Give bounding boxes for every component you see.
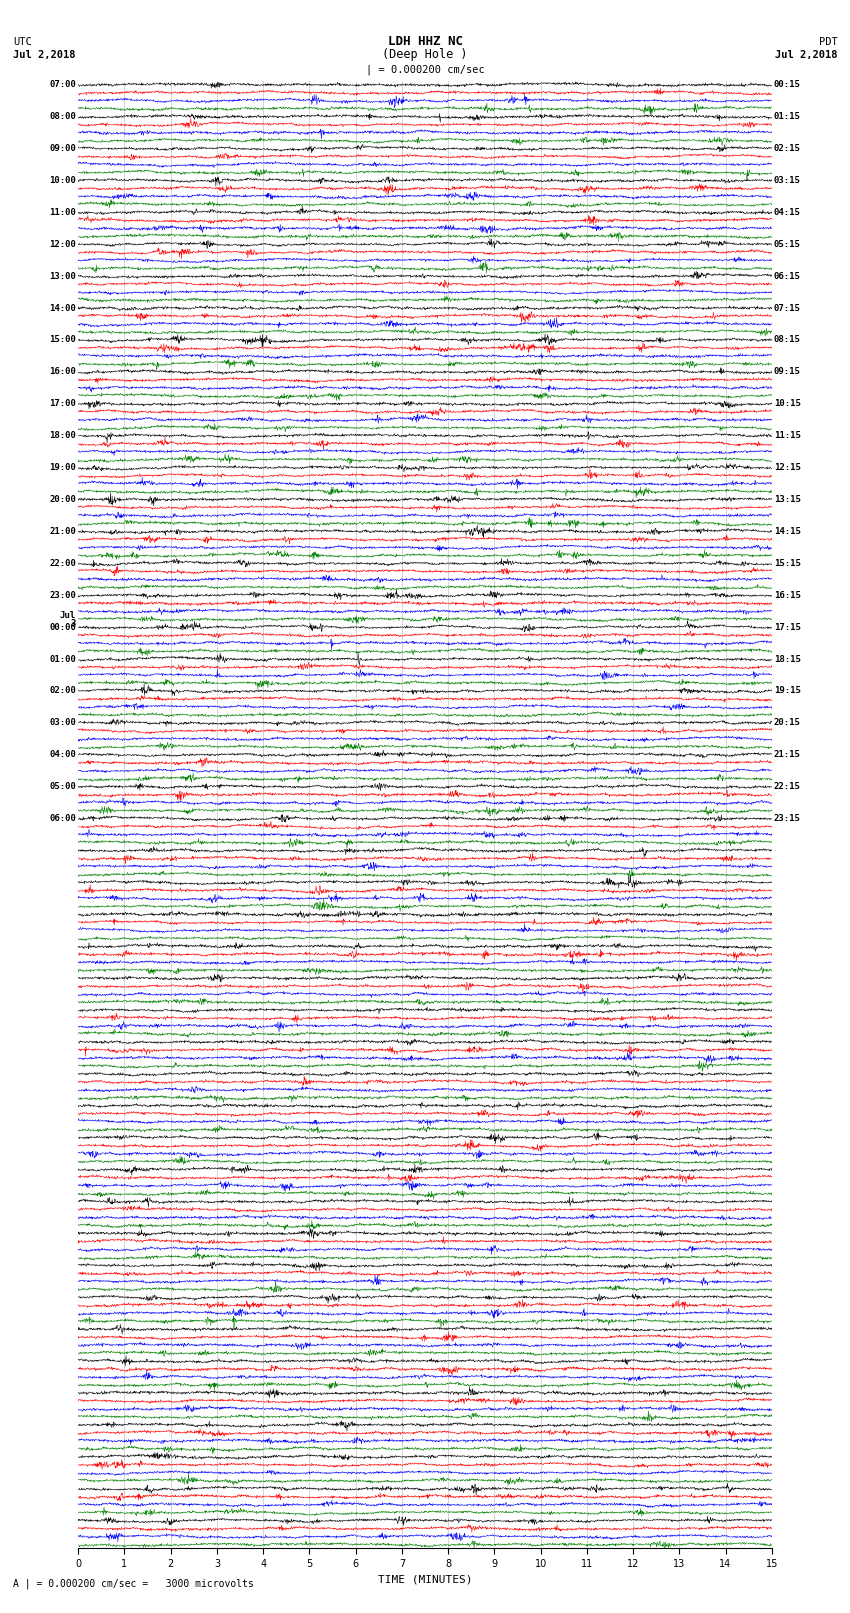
Text: 10:15: 10:15 [774, 400, 801, 408]
Text: 16:00: 16:00 [49, 368, 76, 376]
Text: 16:15: 16:15 [774, 590, 801, 600]
Text: 06:00: 06:00 [49, 815, 76, 823]
Text: | = 0.000200 cm/sec: | = 0.000200 cm/sec [366, 65, 484, 74]
Text: 03:00: 03:00 [49, 718, 76, 727]
Text: 04:15: 04:15 [774, 208, 801, 216]
Text: 04:00: 04:00 [49, 750, 76, 760]
Text: 11:15: 11:15 [774, 431, 801, 440]
Text: 01:15: 01:15 [774, 111, 801, 121]
Text: 22:00: 22:00 [49, 558, 76, 568]
Text: PDT: PDT [819, 37, 837, 47]
Text: (Deep Hole ): (Deep Hole ) [382, 48, 468, 61]
Text: 08:15: 08:15 [774, 336, 801, 345]
Text: 02:00: 02:00 [49, 687, 76, 695]
Text: 09:00: 09:00 [49, 144, 76, 153]
Text: 23:00: 23:00 [49, 590, 76, 600]
Text: 00:00: 00:00 [49, 623, 76, 632]
Text: 12:00: 12:00 [49, 240, 76, 248]
Text: 14:15: 14:15 [774, 527, 801, 536]
Text: 23:15: 23:15 [774, 815, 801, 823]
Text: 20:15: 20:15 [774, 718, 801, 727]
Text: 21:00: 21:00 [49, 527, 76, 536]
Text: 11:00: 11:00 [49, 208, 76, 216]
Text: 21:15: 21:15 [774, 750, 801, 760]
Text: 14:00: 14:00 [49, 303, 76, 313]
Text: 03:15: 03:15 [774, 176, 801, 185]
Text: 00:15: 00:15 [774, 81, 801, 89]
Text: 22:15: 22:15 [774, 782, 801, 790]
Text: 07:00: 07:00 [49, 81, 76, 89]
Text: 19:15: 19:15 [774, 687, 801, 695]
Text: Jul 2,2018: Jul 2,2018 [774, 50, 837, 60]
Text: 05:00: 05:00 [49, 782, 76, 790]
Text: Jul: Jul [60, 611, 76, 619]
Text: 20:00: 20:00 [49, 495, 76, 503]
Text: 3: 3 [71, 619, 76, 627]
Text: 18:15: 18:15 [774, 655, 801, 663]
Text: 09:15: 09:15 [774, 368, 801, 376]
Text: 18:00: 18:00 [49, 431, 76, 440]
Text: 05:15: 05:15 [774, 240, 801, 248]
Text: 06:15: 06:15 [774, 271, 801, 281]
Text: 02:15: 02:15 [774, 144, 801, 153]
Text: Jul 2,2018: Jul 2,2018 [13, 50, 76, 60]
Text: 15:15: 15:15 [774, 558, 801, 568]
Text: A | = 0.000200 cm/sec =   3000 microvolts: A | = 0.000200 cm/sec = 3000 microvolts [13, 1579, 253, 1589]
Text: 13:00: 13:00 [49, 271, 76, 281]
Text: 13:15: 13:15 [774, 495, 801, 503]
Text: 15:00: 15:00 [49, 336, 76, 345]
Text: 07:15: 07:15 [774, 303, 801, 313]
Text: 10:00: 10:00 [49, 176, 76, 185]
Text: 12:15: 12:15 [774, 463, 801, 473]
Text: UTC: UTC [13, 37, 31, 47]
Text: 17:00: 17:00 [49, 400, 76, 408]
Text: 17:15: 17:15 [774, 623, 801, 632]
X-axis label: TIME (MINUTES): TIME (MINUTES) [377, 1574, 473, 1584]
Text: 01:00: 01:00 [49, 655, 76, 663]
Text: 08:00: 08:00 [49, 111, 76, 121]
Text: LDH HHZ NC: LDH HHZ NC [388, 35, 462, 48]
Text: 19:00: 19:00 [49, 463, 76, 473]
